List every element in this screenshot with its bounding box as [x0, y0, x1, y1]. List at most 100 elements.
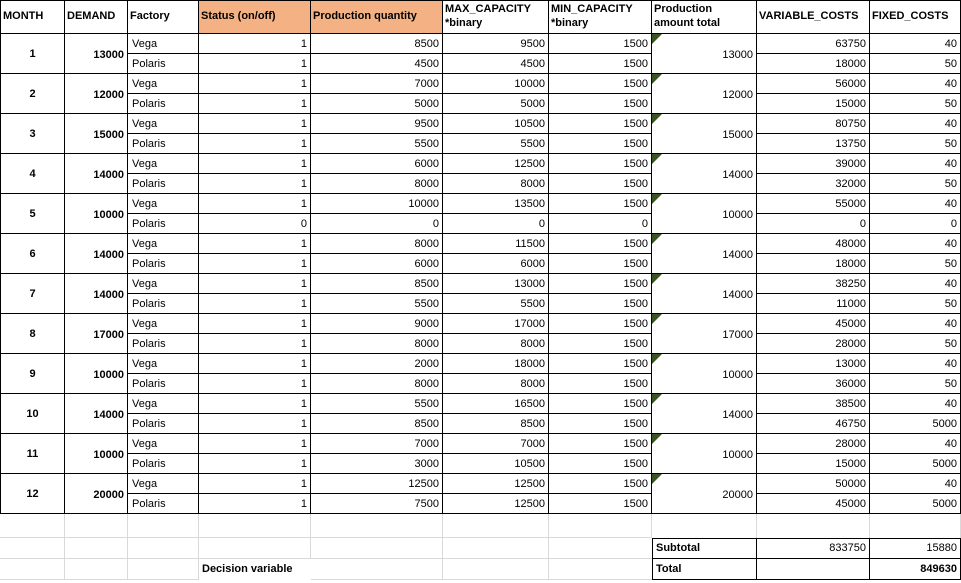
production-amount-total-cell[interactable]: 10000 [652, 354, 757, 394]
min-capacity-cell[interactable]: 1500 [549, 414, 652, 434]
variable-costs-cell[interactable]: 15000 [757, 94, 870, 114]
production-quantity-cell[interactable]: 7000 [311, 74, 443, 94]
empty-cell[interactable] [311, 559, 443, 580]
production-quantity-cell[interactable]: 5500 [311, 134, 443, 154]
fixed-costs-cell[interactable]: 40 [870, 474, 961, 494]
status-cell[interactable]: 1 [199, 174, 311, 194]
max-capacity-cell[interactable]: 13000 [443, 274, 549, 294]
status-cell[interactable]: 1 [199, 254, 311, 274]
header-production-amount-total[interactable]: Production amount total [652, 0, 757, 34]
variable-costs-cell[interactable]: 32000 [757, 174, 870, 194]
fixed-costs-cell[interactable]: 40 [870, 154, 961, 174]
empty-cell[interactable] [199, 538, 311, 559]
status-cell[interactable]: 1 [199, 154, 311, 174]
empty-cell[interactable] [549, 559, 652, 580]
status-cell[interactable]: 1 [199, 334, 311, 354]
header-month[interactable]: MONTH [0, 0, 65, 34]
month-cell[interactable]: 1 [0, 34, 65, 74]
max-capacity-cell[interactable]: 12500 [443, 474, 549, 494]
demand-cell[interactable]: 14000 [65, 274, 128, 314]
month-cell[interactable]: 5 [0, 194, 65, 234]
max-capacity-cell[interactable]: 11500 [443, 234, 549, 254]
factory-cell[interactable]: Polaris [128, 334, 199, 354]
max-capacity-cell[interactable]: 4500 [443, 54, 549, 74]
variable-costs-cell[interactable]: 63750 [757, 34, 870, 54]
empty-cell[interactable] [652, 514, 757, 538]
subtotal-label-cell[interactable]: Subtotal [652, 538, 757, 559]
header-max-capacity[interactable]: MAX_CAPACITY *binary [443, 0, 549, 34]
max-capacity-cell[interactable]: 8000 [443, 174, 549, 194]
status-cell[interactable]: 1 [199, 414, 311, 434]
factory-cell[interactable]: Vega [128, 394, 199, 414]
factory-cell[interactable]: Polaris [128, 54, 199, 74]
production-quantity-cell[interactable]: 9500 [311, 114, 443, 134]
factory-cell[interactable]: Polaris [128, 414, 199, 434]
status-cell[interactable]: 1 [199, 114, 311, 134]
demand-cell[interactable]: 20000 [65, 474, 128, 514]
max-capacity-cell[interactable]: 7000 [443, 434, 549, 454]
fixed-costs-cell[interactable]: 40 [870, 74, 961, 94]
status-cell[interactable]: 1 [199, 134, 311, 154]
subtotal-variable-costs-cell[interactable]: 833750 [757, 538, 870, 559]
factory-cell[interactable]: Vega [128, 34, 199, 54]
variable-costs-cell[interactable]: 18000 [757, 54, 870, 74]
min-capacity-cell[interactable]: 1500 [549, 354, 652, 374]
total-empty-cell[interactable] [757, 559, 870, 580]
status-cell[interactable]: 1 [199, 374, 311, 394]
month-cell[interactable]: 12 [0, 474, 65, 514]
variable-costs-cell[interactable]: 56000 [757, 74, 870, 94]
production-amount-total-cell[interactable]: 14000 [652, 154, 757, 194]
production-amount-total-cell[interactable]: 12000 [652, 74, 757, 114]
max-capacity-cell[interactable]: 12500 [443, 494, 549, 514]
variable-costs-cell[interactable]: 80750 [757, 114, 870, 134]
empty-cell[interactable] [65, 538, 128, 559]
variable-costs-cell[interactable]: 0 [757, 214, 870, 234]
fixed-costs-cell[interactable]: 40 [870, 234, 961, 254]
min-capacity-cell[interactable]: 1500 [549, 374, 652, 394]
month-cell[interactable]: 11 [0, 434, 65, 474]
header-min-capacity[interactable]: MIN_CAPACITY *binary [549, 0, 652, 34]
fixed-costs-cell[interactable]: 50 [870, 134, 961, 154]
decision-variable-legend[interactable]: Decision variable [199, 559, 311, 580]
production-amount-total-cell[interactable]: 20000 [652, 474, 757, 514]
min-capacity-cell[interactable]: 1500 [549, 294, 652, 314]
max-capacity-cell[interactable]: 0 [443, 214, 549, 234]
min-capacity-cell[interactable]: 1500 [549, 274, 652, 294]
empty-cell[interactable] [128, 538, 199, 559]
demand-cell[interactable]: 10000 [65, 354, 128, 394]
factory-cell[interactable]: Vega [128, 434, 199, 454]
production-quantity-cell[interactable]: 7500 [311, 494, 443, 514]
status-cell[interactable]: 1 [199, 54, 311, 74]
fixed-costs-cell[interactable]: 50 [870, 294, 961, 314]
max-capacity-cell[interactable]: 10500 [443, 454, 549, 474]
min-capacity-cell[interactable]: 1500 [549, 134, 652, 154]
min-capacity-cell[interactable]: 1500 [549, 74, 652, 94]
header-production-quantity[interactable]: Production quantity [311, 0, 443, 34]
min-capacity-cell[interactable]: 1500 [549, 474, 652, 494]
month-cell[interactable]: 6 [0, 234, 65, 274]
min-capacity-cell[interactable]: 1500 [549, 314, 652, 334]
factory-cell[interactable]: Vega [128, 74, 199, 94]
status-cell[interactable]: 1 [199, 294, 311, 314]
max-capacity-cell[interactable]: 8500 [443, 414, 549, 434]
total-label-cell[interactable]: Total [652, 559, 757, 580]
production-quantity-cell[interactable]: 8500 [311, 414, 443, 434]
production-quantity-cell[interactable]: 2000 [311, 354, 443, 374]
min-capacity-cell[interactable]: 0 [549, 214, 652, 234]
factory-cell[interactable]: Polaris [128, 214, 199, 234]
empty-cell[interactable] [870, 514, 961, 538]
min-capacity-cell[interactable]: 1500 [549, 454, 652, 474]
production-amount-total-cell[interactable]: 14000 [652, 234, 757, 274]
factory-cell[interactable]: Polaris [128, 254, 199, 274]
month-cell[interactable]: 4 [0, 154, 65, 194]
min-capacity-cell[interactable]: 1500 [549, 254, 652, 274]
month-cell[interactable]: 2 [0, 74, 65, 114]
production-quantity-cell[interactable]: 8000 [311, 234, 443, 254]
empty-cell[interactable] [443, 559, 549, 580]
empty-cell[interactable] [0, 514, 65, 538]
subtotal-fixed-costs-cell[interactable]: 15880 [870, 538, 961, 559]
min-capacity-cell[interactable]: 1500 [549, 334, 652, 354]
fixed-costs-cell[interactable]: 0 [870, 214, 961, 234]
min-capacity-cell[interactable]: 1500 [549, 94, 652, 114]
fixed-costs-cell[interactable]: 40 [870, 34, 961, 54]
